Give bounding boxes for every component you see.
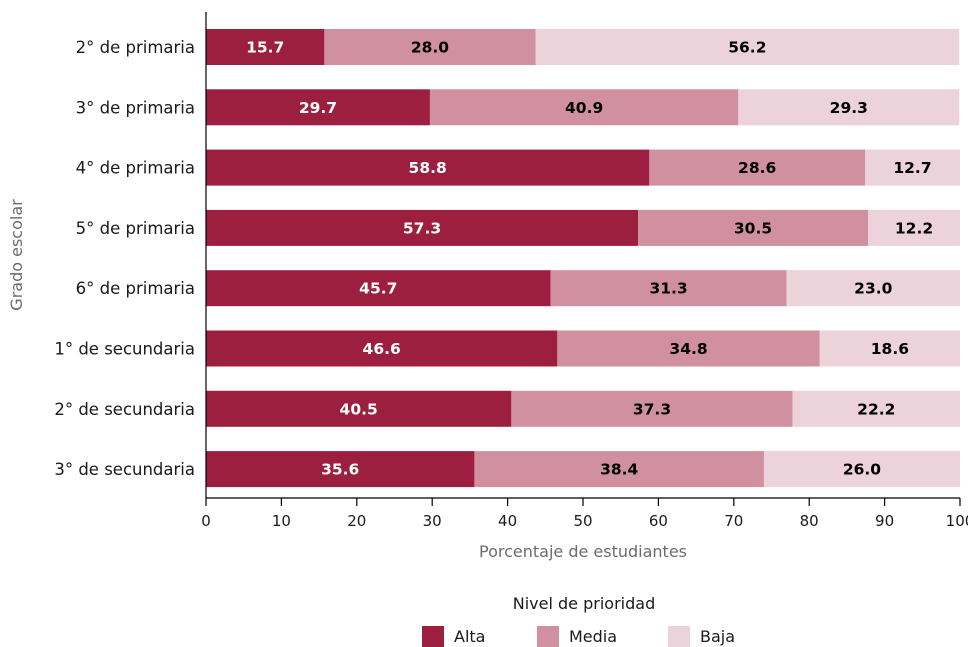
bar-label-alta-7: 35.6 [321,461,359,479]
bar-media-7 [474,451,764,488]
bar-label-media-4: 31.3 [649,280,687,298]
x-axis-title: Porcentaje de estudiantes [479,542,687,561]
bar-media-5 [557,330,820,367]
bar-baja-2 [864,149,960,186]
bar-labels-layer: 15.7 28.0 56.2 29.7 40.9 29.3 58.8 28.6 12.7 57.3… [246,39,933,479]
x-ticks-layer: 0 10 20 30 40 50 60 70 80 90 100 [201,498,968,530]
category-label-3: 5° de primaria [76,219,195,238]
bar-label-media-6: 37.3 [633,400,671,418]
x-tick-label-80: 80 [800,512,819,530]
x-tick-label-60: 60 [649,512,668,530]
category-label-4: 6° de primaria [76,279,195,298]
x-tick-label-0: 0 [201,512,211,530]
bar-media-3 [638,209,869,246]
bar-media-2 [649,149,865,186]
legend-items: Alta Media Baja [422,626,735,647]
x-tick-label-90: 90 [875,512,894,530]
bar-label-alta-2: 58.8 [409,159,447,177]
bar-label-media-1: 40.9 [565,99,603,117]
bar-label-baja-3: 12.2 [895,219,933,237]
bar-alta-0 [206,29,325,65]
bar-label-baja-6: 22.2 [857,400,895,418]
bar-baja-7 [763,451,960,488]
bar-label-baja-0: 56.2 [728,39,766,57]
bar-label-alta-4: 45.7 [359,280,397,298]
category-label-5: 1° de secundaria [54,340,195,359]
category-label-0: 2° de primaria [76,38,195,57]
bar-media-4 [550,270,787,307]
bar-media-1 [429,89,739,126]
category-label-7: 3° de secundaria [54,460,195,479]
category-labels-layer: 2° de primaria 3° de primaria 4° de primar… [54,38,195,479]
bar-baja-0 [535,29,960,65]
bar-label-baja-1: 29.3 [830,99,868,117]
bar-baja-1 [738,89,960,126]
x-tick-label-20: 20 [347,512,366,530]
bar-baja-3 [868,209,960,246]
bar-alta-7 [206,451,475,488]
bar-label-baja-2: 12.7 [893,159,931,177]
bar-alta-5 [206,330,558,367]
bars-layer [206,29,960,488]
category-label-1: 3° de primaria [76,98,195,117]
bar-alta-6 [206,390,512,427]
category-label-6: 2° de secundaria [54,400,195,419]
bar-label-alta-5: 46.6 [363,340,401,358]
bar-alta-4 [206,270,551,307]
legend-title: Nivel de prioridad [513,594,655,613]
bar-label-baja-4: 23.0 [854,280,892,298]
y-axis-title: Grado escolar [7,199,26,311]
bar-label-media-5: 34.8 [669,340,707,358]
bar-label-alta-6: 40.5 [340,400,378,418]
legend-label-alta: Alta [454,627,485,646]
bar-media-6 [511,390,793,427]
bar-label-media-0: 28.0 [411,39,449,57]
bar-alta-1 [206,89,430,126]
legend-swatch-baja [668,626,690,647]
bar-label-baja-5: 18.6 [871,340,909,358]
bar-label-baja-7: 26.0 [843,461,881,479]
x-tick-label-40: 40 [498,512,517,530]
bar-label-media-3: 30.5 [734,219,772,237]
bar-baja-6 [792,390,960,427]
bar-alta-3 [206,209,639,246]
legend: Nivel de prioridad Alta Media Baja [422,594,735,647]
bar-label-media-2: 28.6 [738,159,776,177]
bar-label-alta-3: 57.3 [403,219,441,237]
x-tick-label-50: 50 [573,512,592,530]
bar-baja-4 [786,270,960,307]
legend-label-baja: Baja [700,627,735,646]
bar-alta-2 [206,149,650,186]
bar-media-0 [324,29,536,65]
category-label-2: 4° de primaria [76,159,195,178]
x-tick-label-70: 70 [724,512,743,530]
bar-label-alta-0: 15.7 [246,39,284,57]
bar-label-media-7: 38.4 [600,461,638,479]
legend-swatch-alta [422,626,444,647]
legend-label-media: Media [569,627,617,646]
x-tick-label-10: 10 [272,512,291,530]
bar-label-alta-1: 29.7 [299,99,337,117]
x-tick-label-30: 30 [423,512,442,530]
bar-baja-5 [819,330,960,367]
x-tick-label-100: 100 [946,512,968,530]
legend-swatch-media [537,626,559,647]
